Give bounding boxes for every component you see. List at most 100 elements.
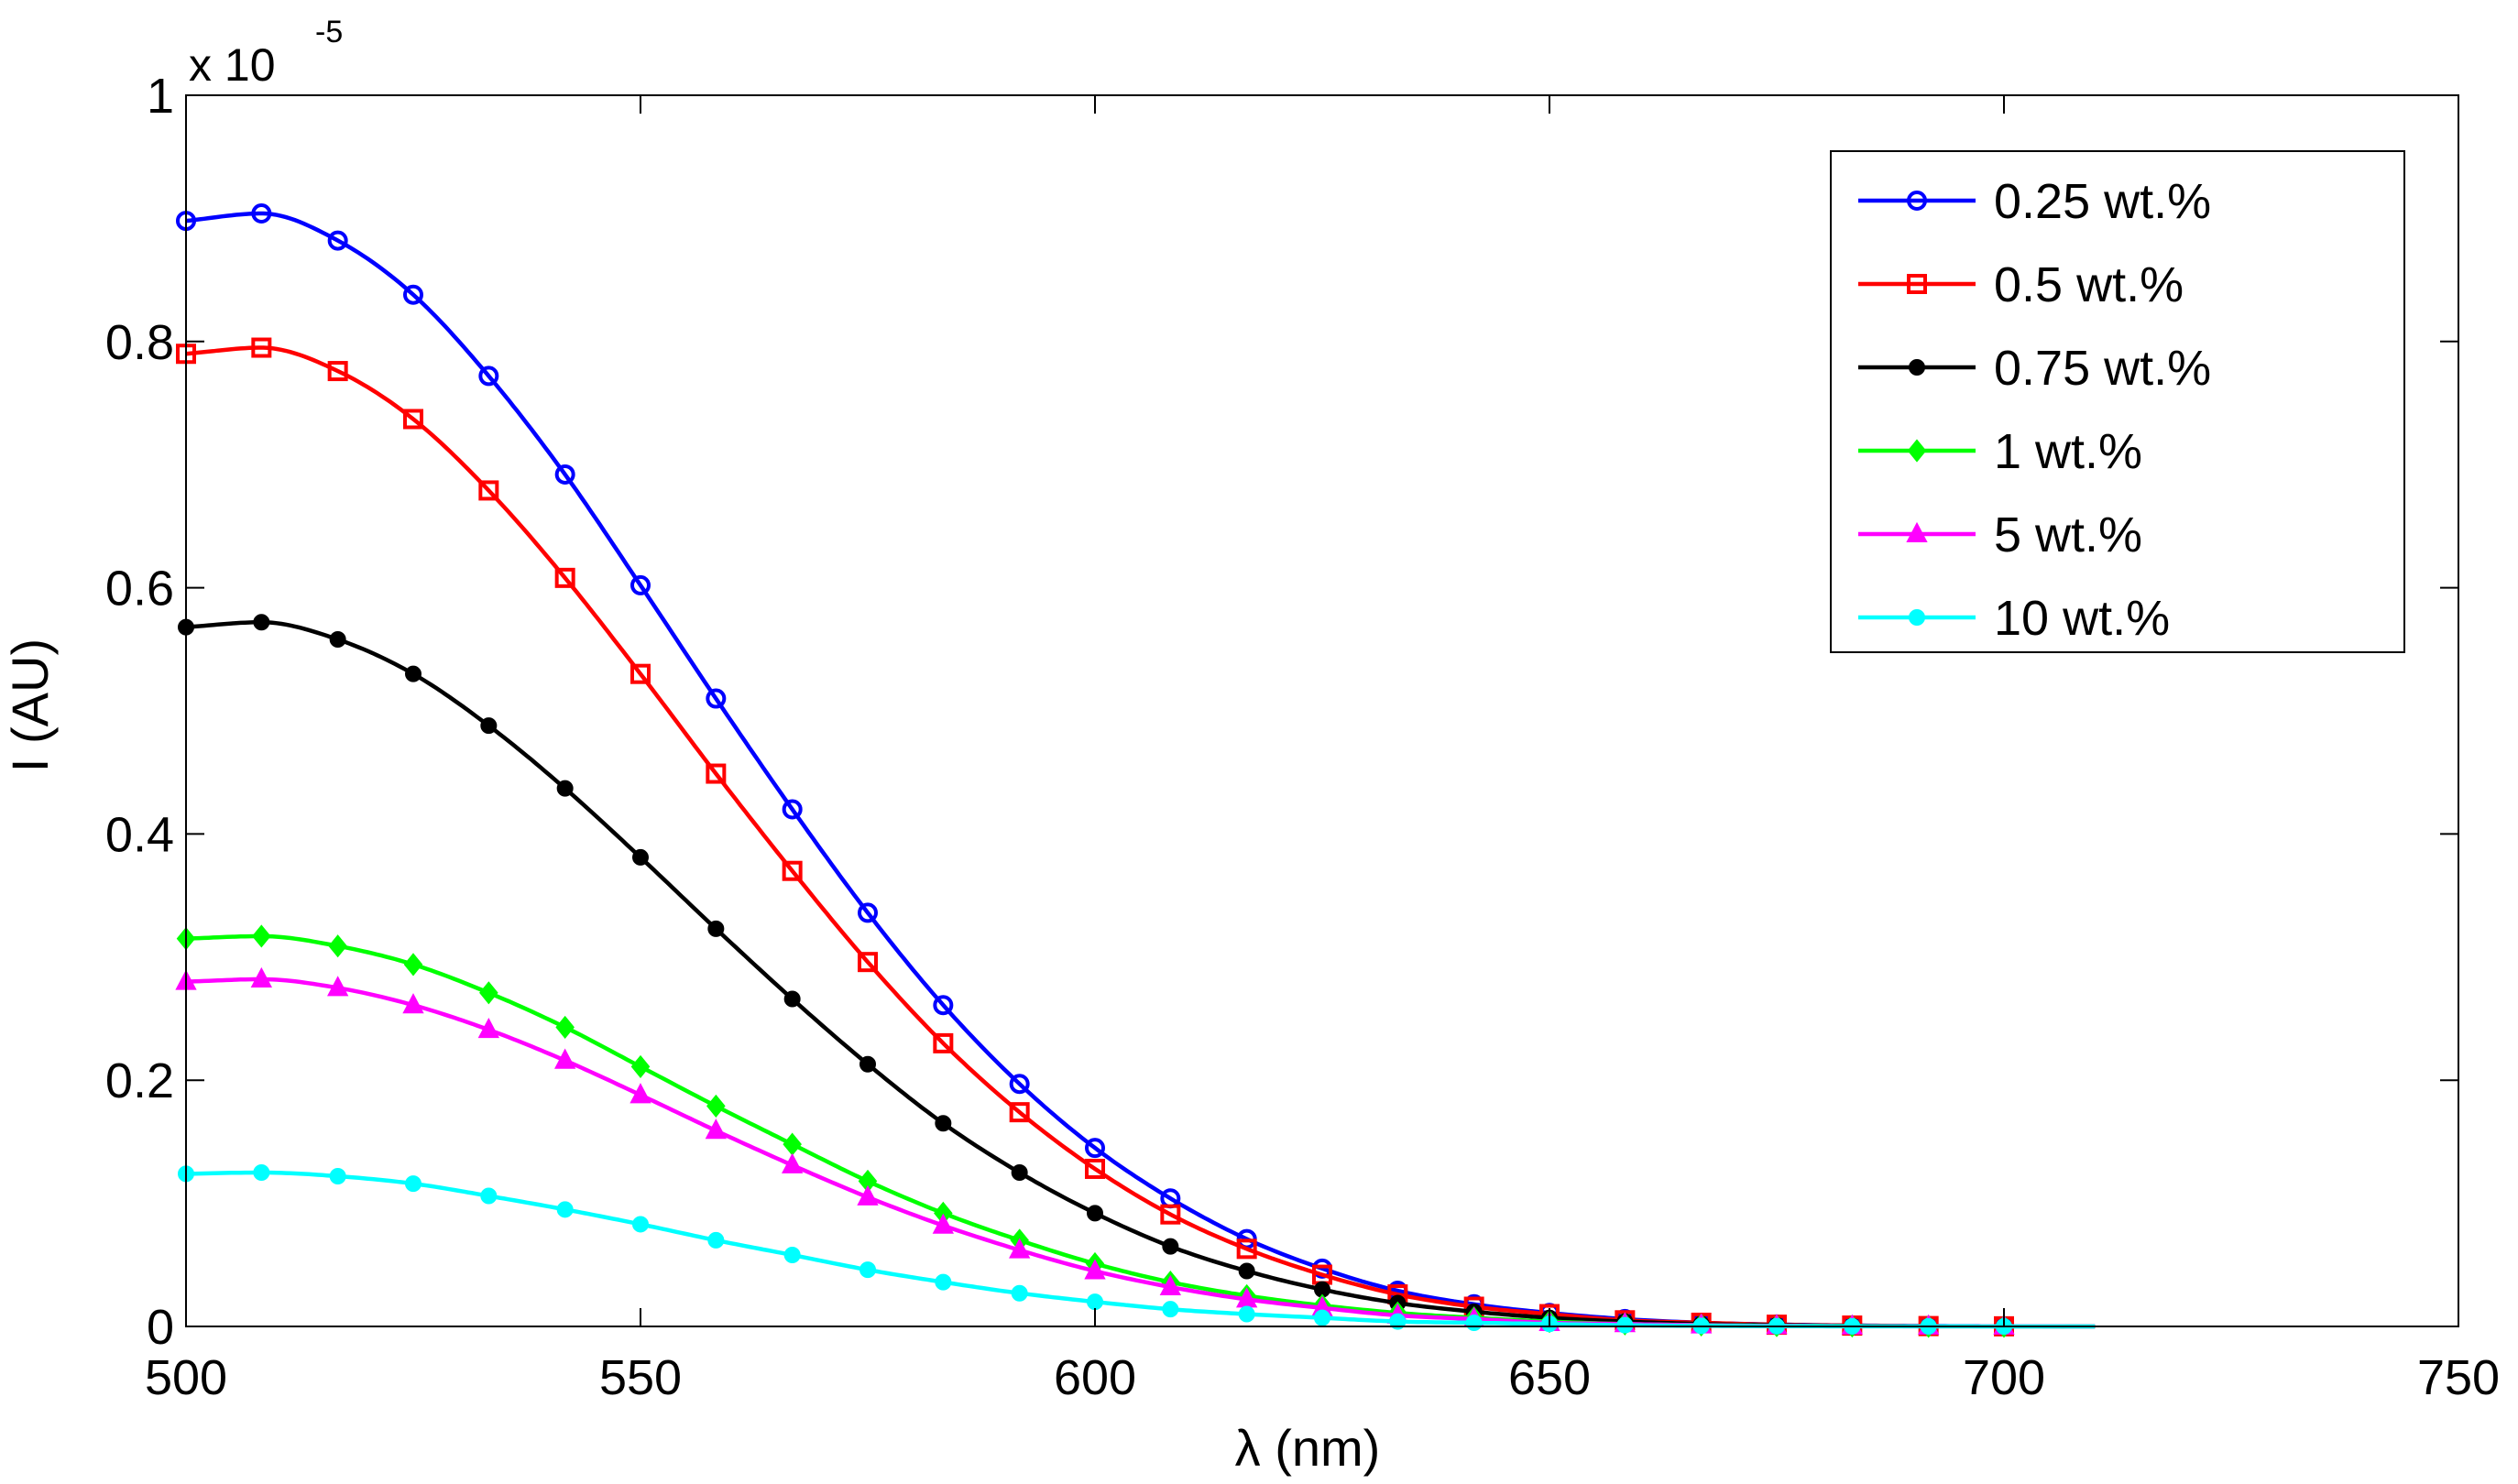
legend-item: 1 wt.% [1858, 424, 2142, 479]
x-tick-label: 500 [145, 1350, 227, 1405]
data-point [327, 976, 349, 997]
x-tick-label: 600 [1054, 1350, 1136, 1405]
legend-box [1830, 150, 2405, 653]
data-point [1238, 1262, 1255, 1280]
data-point [1011, 1164, 1028, 1181]
data-point [1162, 1238, 1179, 1255]
data-point [1085, 1158, 1105, 1179]
legend-item: 0.5 wt.% [1858, 257, 2184, 312]
data-point [403, 409, 423, 430]
y-axis-label: I (AU) [1, 638, 59, 772]
data-point [1009, 1238, 1031, 1259]
data-point [1159, 1274, 1181, 1295]
legend-item: 5 wt.% [1858, 507, 2142, 562]
data-point [554, 1048, 576, 1069]
data-point [632, 848, 649, 866]
data-point [630, 1054, 651, 1078]
legend-marker [1907, 274, 1927, 294]
data-point [630, 574, 651, 595]
data-point [554, 464, 575, 485]
data-point [478, 480, 499, 501]
data-point [556, 1201, 574, 1218]
data-point [935, 1273, 952, 1291]
data-point [782, 799, 803, 820]
data-point [933, 1032, 954, 1053]
legend-label: 5 wt.% [1994, 507, 2142, 562]
data-point [556, 780, 574, 797]
data-point [328, 934, 347, 958]
data-point [1009, 1102, 1030, 1123]
legend-label: 0.75 wt.% [1994, 341, 2211, 396]
legend-marker [1907, 439, 1927, 463]
data-point [1314, 1309, 1330, 1326]
data-point [1009, 1074, 1030, 1095]
data-point [329, 631, 346, 649]
data-point [858, 902, 878, 923]
data-point [253, 1164, 270, 1181]
data-point [327, 230, 348, 251]
legend-label: 0.5 wt.% [1994, 257, 2184, 312]
x-tick-label: 700 [1963, 1350, 2045, 1405]
data-point [251, 203, 272, 224]
y-axis-multiplier-exponent: -5 [315, 15, 343, 49]
data-point [858, 952, 878, 973]
data-point [402, 993, 424, 1014]
data-point [1236, 1238, 1257, 1260]
legend-marker [1909, 359, 1925, 376]
data-point [783, 1247, 801, 1264]
data-point [329, 1168, 346, 1185]
legend: 0.25 wt.% 0.5 wt.% 0.75 wt.% 1 wt.% 5 wt.% 10… [1830, 150, 2405, 653]
data-point [782, 860, 803, 881]
data-point [935, 1115, 952, 1132]
x-axis-label: λ (nm) [1235, 1419, 1381, 1477]
y-tick-label: 0.2 [105, 1053, 174, 1108]
x-tick-label: 750 [2417, 1350, 2500, 1405]
data-point [1465, 1314, 1483, 1331]
legend-label: 1 wt.% [1994, 424, 2142, 479]
data-point [1160, 1204, 1181, 1225]
axes: 500 550 600 650 700 750 0 0.2 0.4 0.6 0.8 1 [105, 69, 2500, 1405]
data-point [857, 1184, 879, 1206]
data-point [859, 1055, 876, 1073]
data-point [405, 665, 421, 682]
y-tick-label: 1 [147, 69, 174, 124]
data-point [859, 1261, 876, 1279]
data-point [1389, 1313, 1407, 1330]
data-point [705, 1118, 727, 1140]
data-point [1238, 1305, 1255, 1323]
data-point [1011, 1284, 1028, 1302]
data-point [251, 337, 272, 358]
data-point [480, 717, 498, 735]
legend-marker [1907, 191, 1927, 211]
data-point [1162, 1301, 1179, 1318]
data-point [405, 1175, 421, 1193]
data-point [479, 981, 498, 1005]
y-tick-label: 0 [147, 1300, 174, 1355]
legend-marker [1909, 609, 1925, 626]
data-point [403, 284, 423, 305]
legend-item: 0.75 wt.% [1858, 341, 2211, 396]
x-tick-label: 550 [599, 1350, 682, 1405]
data-point [932, 1213, 954, 1234]
data-point [1085, 1138, 1105, 1159]
legend-label: 10 wt.% [1994, 591, 2170, 646]
data-point [630, 663, 651, 684]
data-point [252, 924, 271, 948]
data-point [554, 567, 575, 588]
data-point [480, 1187, 498, 1205]
y-tick-label: 0.4 [105, 807, 174, 862]
data-point [630, 1083, 651, 1104]
legend-marker [1906, 521, 1928, 542]
data-point [706, 763, 727, 784]
y-tick-label: 0.6 [105, 562, 174, 617]
y-tick-label: 0.8 [105, 315, 174, 370]
data-point [555, 1015, 575, 1039]
data-point [250, 966, 272, 988]
data-point [1087, 1293, 1103, 1311]
data-point [707, 920, 725, 937]
axes-box [185, 94, 2459, 1327]
data-point [403, 953, 423, 977]
legend-label: 0.25 wt.% [1994, 174, 2211, 229]
data-point [1087, 1205, 1103, 1222]
